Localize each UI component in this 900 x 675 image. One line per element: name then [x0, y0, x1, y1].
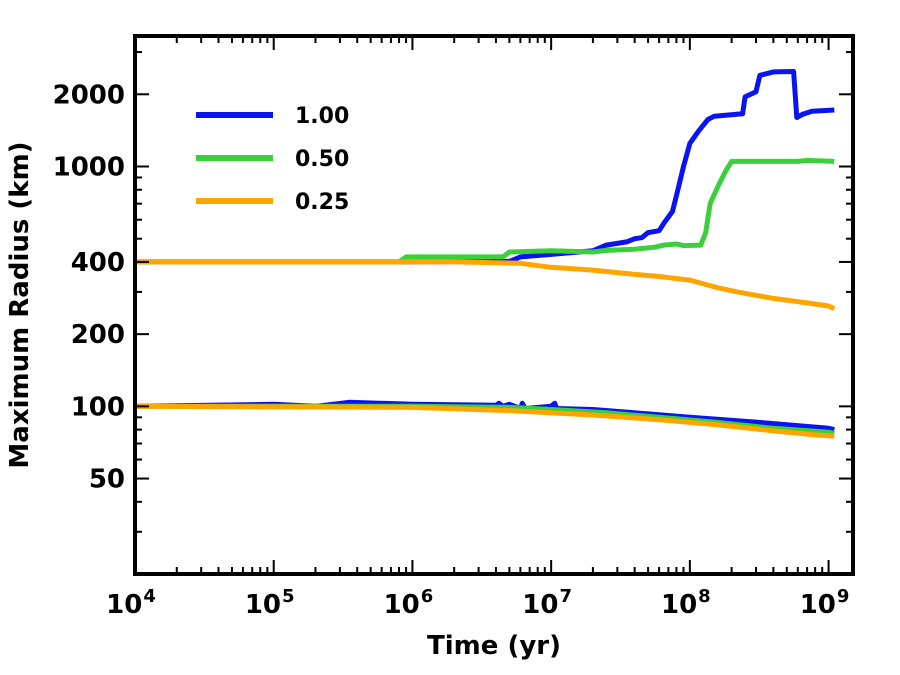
plot-frame — [133, 34, 855, 576]
y-axis-title: Maximum Radius (km) — [5, 141, 35, 468]
y-tick-label: 1000 — [53, 152, 125, 182]
y-tick-label: 400 — [71, 248, 125, 278]
series-line-3 — [135, 259, 836, 312]
y-tick-label: 200 — [71, 320, 125, 350]
x-axis-title: Time (yr) — [427, 631, 561, 661]
y-tick-label: 50 — [89, 465, 125, 495]
y-tick-label: 100 — [71, 392, 125, 422]
series-line-4 — [134, 399, 835, 433]
legend-label: 0.50 — [295, 147, 349, 172]
legend-label: 0.25 — [295, 190, 349, 215]
tick-layer — [134, 36, 853, 575]
y-tick-labels: 50 100 200 400 1000 2000 — [53, 80, 125, 494]
series-layer — [134, 69, 836, 439]
series-line-6 — [134, 403, 835, 439]
legend: 1.00 0.50 0.25 — [196, 104, 349, 215]
y-tick-label: 2000 — [53, 80, 125, 110]
series-line-2 — [135, 157, 835, 265]
legend-label: 1.00 — [295, 104, 349, 129]
